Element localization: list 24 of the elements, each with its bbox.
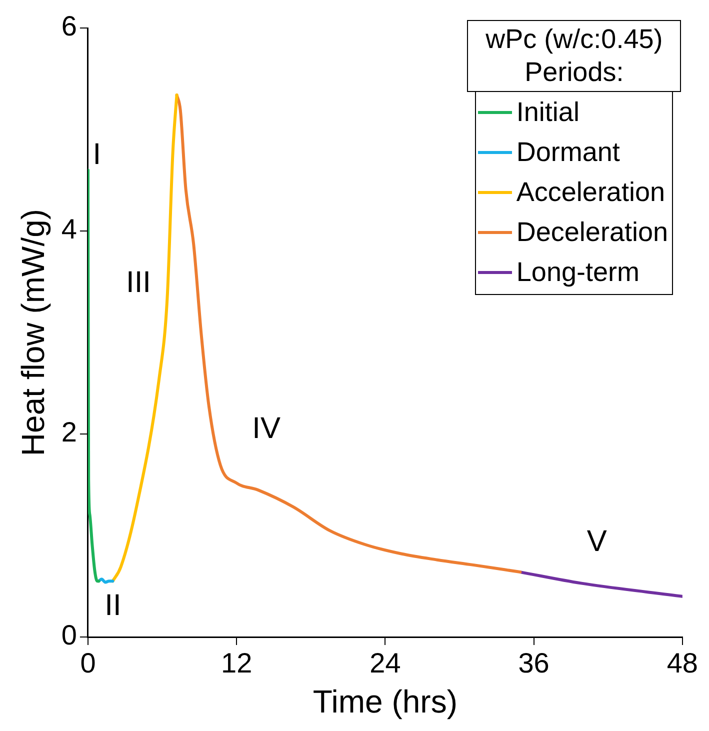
y-axis-title: Heat flow (mW/g) (15, 208, 52, 456)
y-tick-label: 4 (61, 214, 77, 245)
x-axis-title: Time (hrs) (312, 684, 458, 720)
y-tick-label: 6 (61, 10, 77, 42)
line-series (88, 168, 100, 583)
y-tick-label: 2 (61, 416, 77, 448)
x-tick-label: 24 (370, 648, 401, 679)
x-tick-label: 12 (221, 648, 252, 679)
annotation: II (104, 588, 122, 622)
annotation: IV (252, 412, 280, 446)
x-tick-label: 48 (666, 648, 698, 679)
legend-label: Deceleration (516, 216, 668, 249)
legend-label: Initial (516, 96, 580, 129)
x-tick-label: 36 (518, 648, 550, 679)
legend-label: Acceleration (516, 176, 665, 209)
legend-label: Long-term (516, 256, 640, 289)
y-tick-label: 0 (61, 620, 77, 651)
legend-title: wPc (w/c:0.45) Periods: (467, 20, 681, 92)
line-series (111, 93, 178, 583)
annotation: V (586, 524, 607, 558)
annotation: I (92, 138, 102, 172)
annotation: III (126, 266, 152, 300)
x-tick-label: 0 (80, 648, 96, 679)
legend-label: Dormant (516, 136, 620, 169)
